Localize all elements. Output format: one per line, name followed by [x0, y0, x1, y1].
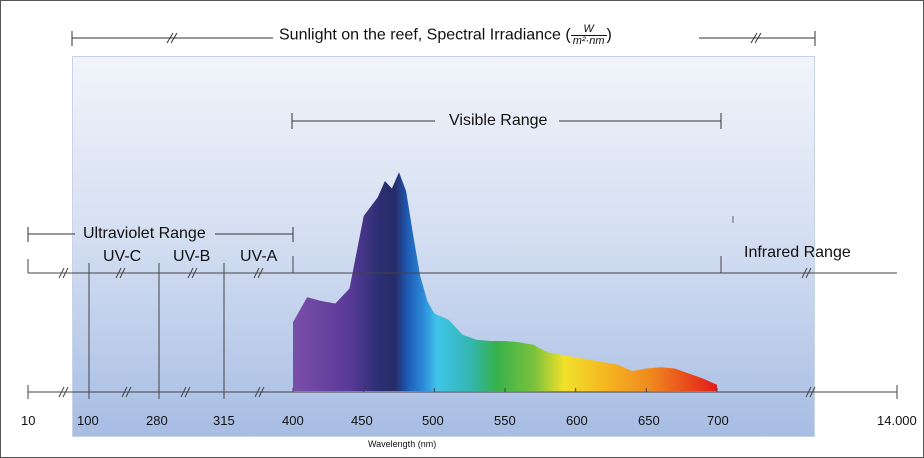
- axis-ticks: [292, 388, 718, 392]
- tick-label: 500: [422, 413, 444, 428]
- visible-range-bracket: [291, 113, 722, 129]
- band-label-uv-b: UV-B: [173, 248, 211, 265]
- tick-label: 100: [77, 413, 99, 428]
- tick-label: 10: [21, 413, 36, 428]
- title-close: ): [606, 26, 612, 44]
- title-unit-numerator: W: [570, 24, 607, 36]
- spectrum-area: [293, 172, 717, 391]
- upper-axis: [27, 256, 897, 279]
- tick-label: 280: [146, 413, 168, 428]
- infrared-range-label: Infrared Range: [744, 244, 851, 261]
- band-label-uv-c: UV-C: [103, 248, 142, 265]
- visible-range-label: Visible Range: [449, 112, 548, 129]
- tick-label: 400: [282, 413, 304, 428]
- tick-label: 600: [566, 413, 588, 428]
- chart-title: Sunlight on the reef, Spectral Irradianc…: [279, 24, 612, 47]
- tick-label: 550: [494, 413, 516, 428]
- title-unit-denominator: m²·nm: [572, 35, 605, 47]
- wavelength-axis: [27, 385, 898, 399]
- tick-label: 315: [213, 413, 235, 428]
- band-label-uv-a: UV-A: [240, 248, 278, 265]
- tick-label: 14.000: [877, 413, 917, 428]
- band-separators: [88, 263, 225, 399]
- title-text: Sunlight on the reef, Spectral Irradianc…: [279, 26, 571, 44]
- title-bracket: [71, 31, 816, 46]
- axis-title: Wavelength (nm): [368, 439, 437, 449]
- ultraviolet-range-bracket: [27, 227, 294, 242]
- tick-label: 700: [707, 413, 729, 428]
- ultraviolet-range-label: Ultraviolet Range: [83, 225, 206, 242]
- tick-label: 650: [638, 413, 660, 428]
- tick-label: 450: [351, 413, 373, 428]
